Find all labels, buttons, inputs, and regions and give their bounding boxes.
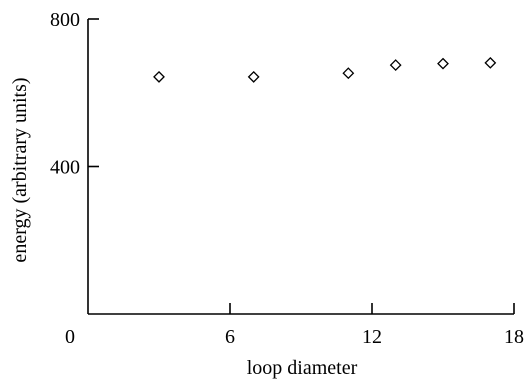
axes bbox=[87, 19, 514, 315]
x-tick-label: 12 bbox=[362, 326, 382, 348]
data-point-diamond bbox=[389, 59, 402, 72]
tick-labels: 0 6 12 18 400 800 bbox=[50, 9, 524, 348]
y-tick-label: 400 bbox=[50, 157, 80, 179]
ticks bbox=[88, 18, 515, 314]
data-point-diamond bbox=[437, 57, 449, 70]
y-axis-label: energy (arbitrary units) bbox=[9, 77, 31, 262]
x-tick-label: 0 bbox=[65, 326, 75, 348]
x-axis-label: loop diameter bbox=[247, 357, 358, 379]
data-point-diamond bbox=[342, 67, 355, 80]
x-tick-label: 6 bbox=[225, 326, 235, 348]
data-point-diamond bbox=[153, 70, 165, 83]
data-point-diamond bbox=[247, 70, 260, 83]
data-point-diamond bbox=[484, 56, 497, 69]
y-tick-label: 800 bbox=[50, 9, 80, 31]
x-tick-label: 18 bbox=[504, 326, 524, 348]
data-points bbox=[153, 56, 497, 83]
